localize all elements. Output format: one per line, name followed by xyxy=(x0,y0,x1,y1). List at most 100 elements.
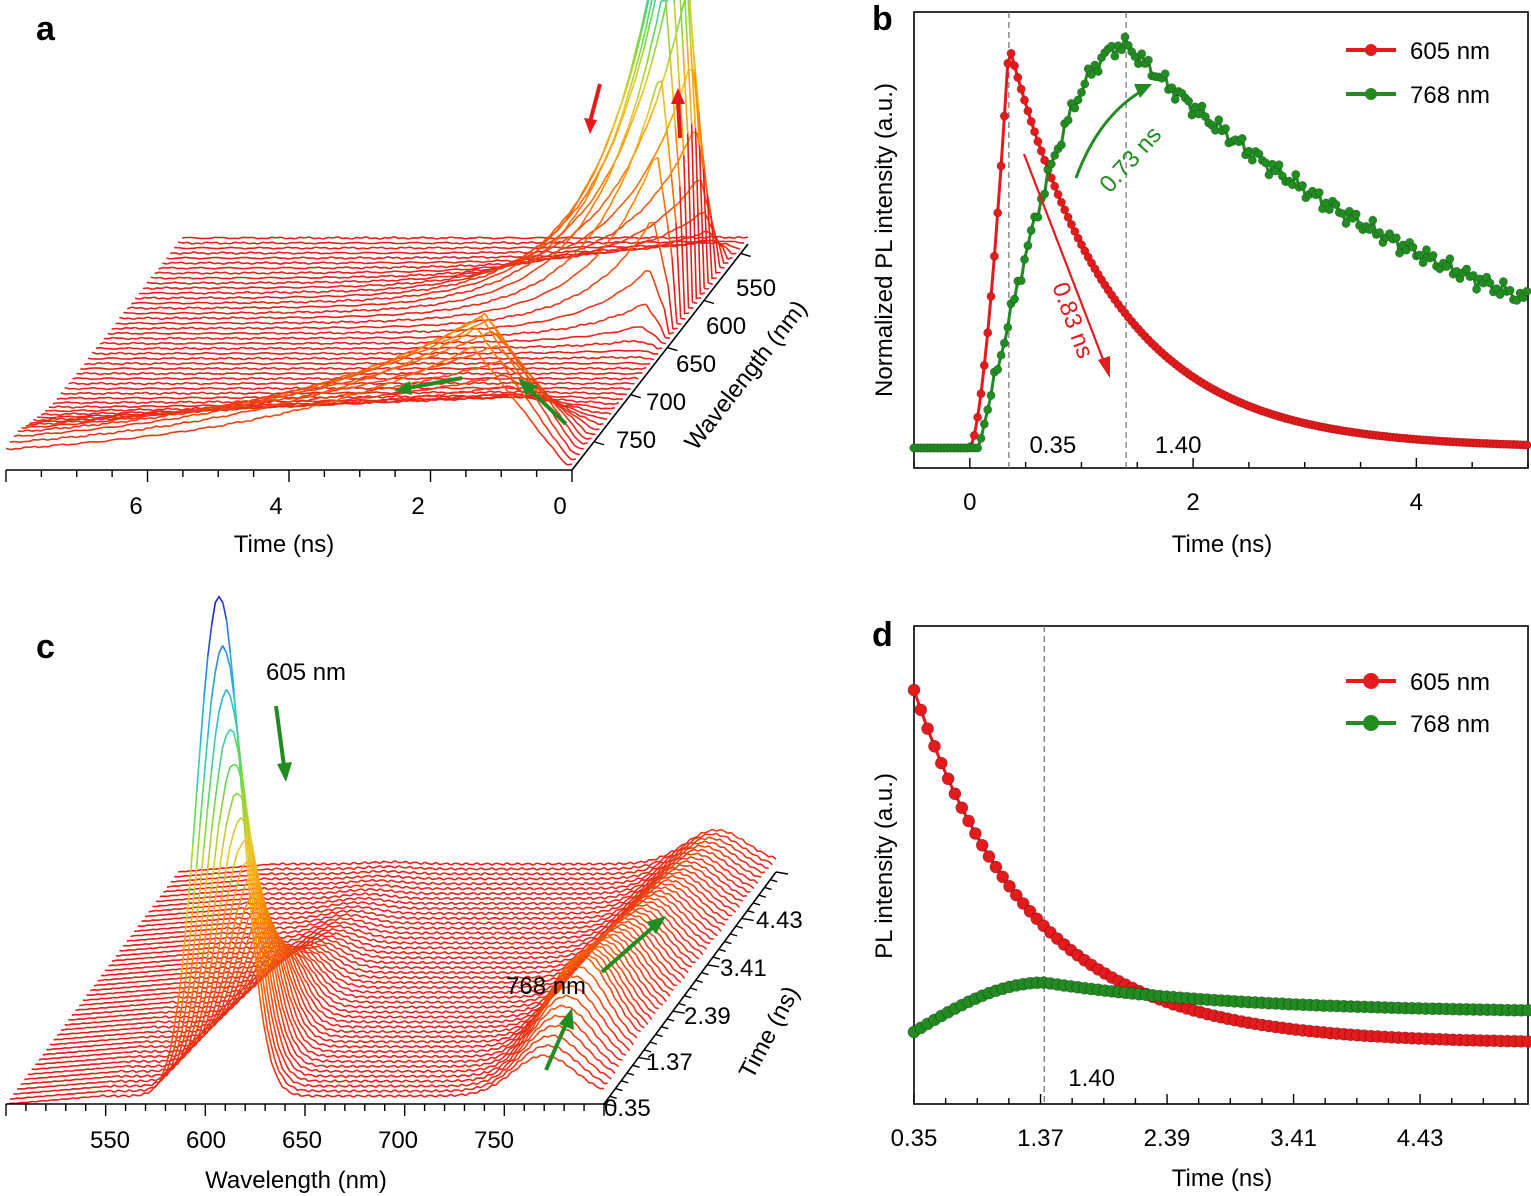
panel-a-spectrum-trace xyxy=(280,236,287,240)
panel-c-spectrum-trace xyxy=(521,862,526,866)
panel-a-time-tick-label: 6 xyxy=(129,493,142,520)
panel-a-spectrum-trace xyxy=(616,356,622,360)
panel-a-spectrum-trace xyxy=(294,261,304,265)
panel-a-spectrum-trace xyxy=(314,382,320,386)
panel-c-spectrum-trace xyxy=(275,872,280,876)
panel-a-spectrum-trace xyxy=(431,264,438,268)
panel-c-spectrum-trace xyxy=(327,876,332,881)
panel-a-spectrum-trace xyxy=(570,395,576,398)
panel-a-spectrum-trace xyxy=(333,299,344,303)
panel-a-spectrum-trace xyxy=(232,316,238,319)
panel-a-spectrum-trace xyxy=(275,352,281,355)
panel-a-spectrum-trace xyxy=(300,387,306,391)
panel-a-spectrum-trace xyxy=(37,416,57,419)
panel-a-spectrum-trace xyxy=(431,316,437,319)
panel-a-spectrum-trace xyxy=(197,331,254,335)
panel-c-spectrum-trace xyxy=(488,877,493,880)
panel-a-spectrum-trace xyxy=(179,251,190,255)
panel-a-spectrum-trace xyxy=(508,265,514,271)
panel-a-spectrum-trace xyxy=(425,256,431,260)
panel-a-spectrum-trace xyxy=(202,276,265,280)
panel-a-spectrum-trace xyxy=(192,242,198,245)
panel-c-spectrum-trace xyxy=(349,861,355,866)
panel-a-spectrum-trace xyxy=(224,236,230,240)
panel-c-spectrum-trace xyxy=(495,876,501,881)
panel-c-spectrum-trace xyxy=(611,876,620,880)
panel-a-spectrum-trace xyxy=(130,387,136,390)
panel-a-spectrum-trace xyxy=(236,341,261,345)
panel-a-spectrum-trace xyxy=(151,400,157,404)
panel-a-spectrum-trace xyxy=(570,410,576,414)
panel-a-spectrum-trace xyxy=(353,246,359,250)
panel-a-spectrum-trace xyxy=(234,272,240,275)
panel-a-spectrum-trace xyxy=(259,406,265,410)
panel-a-spectrum-trace xyxy=(474,264,485,268)
panel-a-spectrum-trace xyxy=(298,346,309,350)
panel-a-spectrum-trace xyxy=(279,347,285,351)
panel-a-spectrum-trace xyxy=(596,276,603,283)
panel-c-spectrum-trace xyxy=(406,881,414,884)
panel-a-spectrum-trace xyxy=(483,260,493,264)
panel-c-spectrum-trace xyxy=(424,882,430,886)
panel-a-spectrum-trace xyxy=(348,336,373,340)
panel-a-spectrum-trace xyxy=(546,253,552,258)
panel-a-spectrum-trace xyxy=(640,270,647,277)
panel-a-spectrum-trace xyxy=(546,362,552,365)
panel-b-768nm-point xyxy=(1009,294,1019,304)
panel-a-spectrum-trace xyxy=(446,321,466,325)
panel-a-spectrum-trace xyxy=(137,435,143,439)
panel-a-spectrum-trace xyxy=(317,290,324,294)
panel-a-spectrum-trace xyxy=(320,336,331,340)
panel-a-spectrum-trace xyxy=(438,246,444,250)
panel-a-spectrum-trace xyxy=(555,429,562,438)
panel-a-spectrum-trace xyxy=(371,331,377,335)
panel-a-spectrum-trace xyxy=(568,381,579,385)
panel-b-legend-605 xyxy=(1346,44,1396,56)
panel-a-spectrum-trace xyxy=(489,330,496,339)
panel-c-spectrum-trace xyxy=(431,867,437,871)
panel-a-spectrum-trace xyxy=(232,420,238,425)
panel-a-spectrum-trace xyxy=(307,372,327,375)
panel-a-spectrum-trace xyxy=(307,404,318,410)
panel-a-spectrum-trace xyxy=(559,357,570,360)
panel-a-spectrum-trace xyxy=(473,335,479,341)
panel-a-spectrum-trace xyxy=(317,376,323,381)
panel-a-spectrum-trace xyxy=(224,387,235,391)
panel-a-spectrum-trace xyxy=(335,397,342,402)
panel-a-spectrum-trace xyxy=(503,351,510,359)
panel-a-spectrum-trace xyxy=(526,240,533,244)
panel-c-spectrum-trace xyxy=(704,830,710,834)
panel-a-spectrum-trace xyxy=(301,366,307,370)
panel-a-spectrum-trace xyxy=(507,263,513,266)
panel-a-spectrum-trace xyxy=(533,266,539,272)
panel-a-spectrum-trace xyxy=(306,337,317,340)
panel-a-spectrum-trace xyxy=(219,352,244,355)
panel-a-spectrum-trace xyxy=(564,250,571,256)
panel-a-spectrum-trace xyxy=(310,386,321,390)
panel-a-spectrum-trace xyxy=(206,386,212,390)
panel-a-spectrum-trace xyxy=(657,157,664,192)
panel-a-spectrum-trace xyxy=(399,294,419,298)
panel-a-spectrum-trace xyxy=(581,400,587,404)
panel-a-spectrum-trace xyxy=(41,432,47,435)
panel-a-spectrum-trace xyxy=(588,243,594,247)
panel-a-spectrum-trace xyxy=(412,261,432,264)
panel-a-spectrum-trace xyxy=(603,175,610,186)
panel-a-spectrum-trace xyxy=(592,281,598,286)
panel-a-spectrum-trace xyxy=(173,412,183,416)
panel-a-spectrum-trace xyxy=(475,391,486,395)
panel-a-spectrum-trace xyxy=(148,322,154,325)
panel-a-spectrum-trace xyxy=(641,366,647,370)
panel-a-spectrum-trace xyxy=(111,412,117,415)
panel-a-spectrum-trace xyxy=(617,203,623,210)
panel-a-spectrum-trace xyxy=(457,369,468,375)
panel-a-spectrum-trace xyxy=(432,324,438,327)
panel-a-spectrum-trace xyxy=(552,235,559,242)
panel-a-spectrum-trace xyxy=(506,396,512,399)
panel-a-spectrum-trace xyxy=(588,305,594,309)
panel-a-spectrum-trace xyxy=(477,302,488,306)
panel-b-605nm-point xyxy=(979,360,989,370)
panel-a-spectrum-trace xyxy=(602,298,609,304)
panel-a-spectrum-trace xyxy=(345,393,355,399)
panel-a-spectrum-trace xyxy=(725,242,732,247)
